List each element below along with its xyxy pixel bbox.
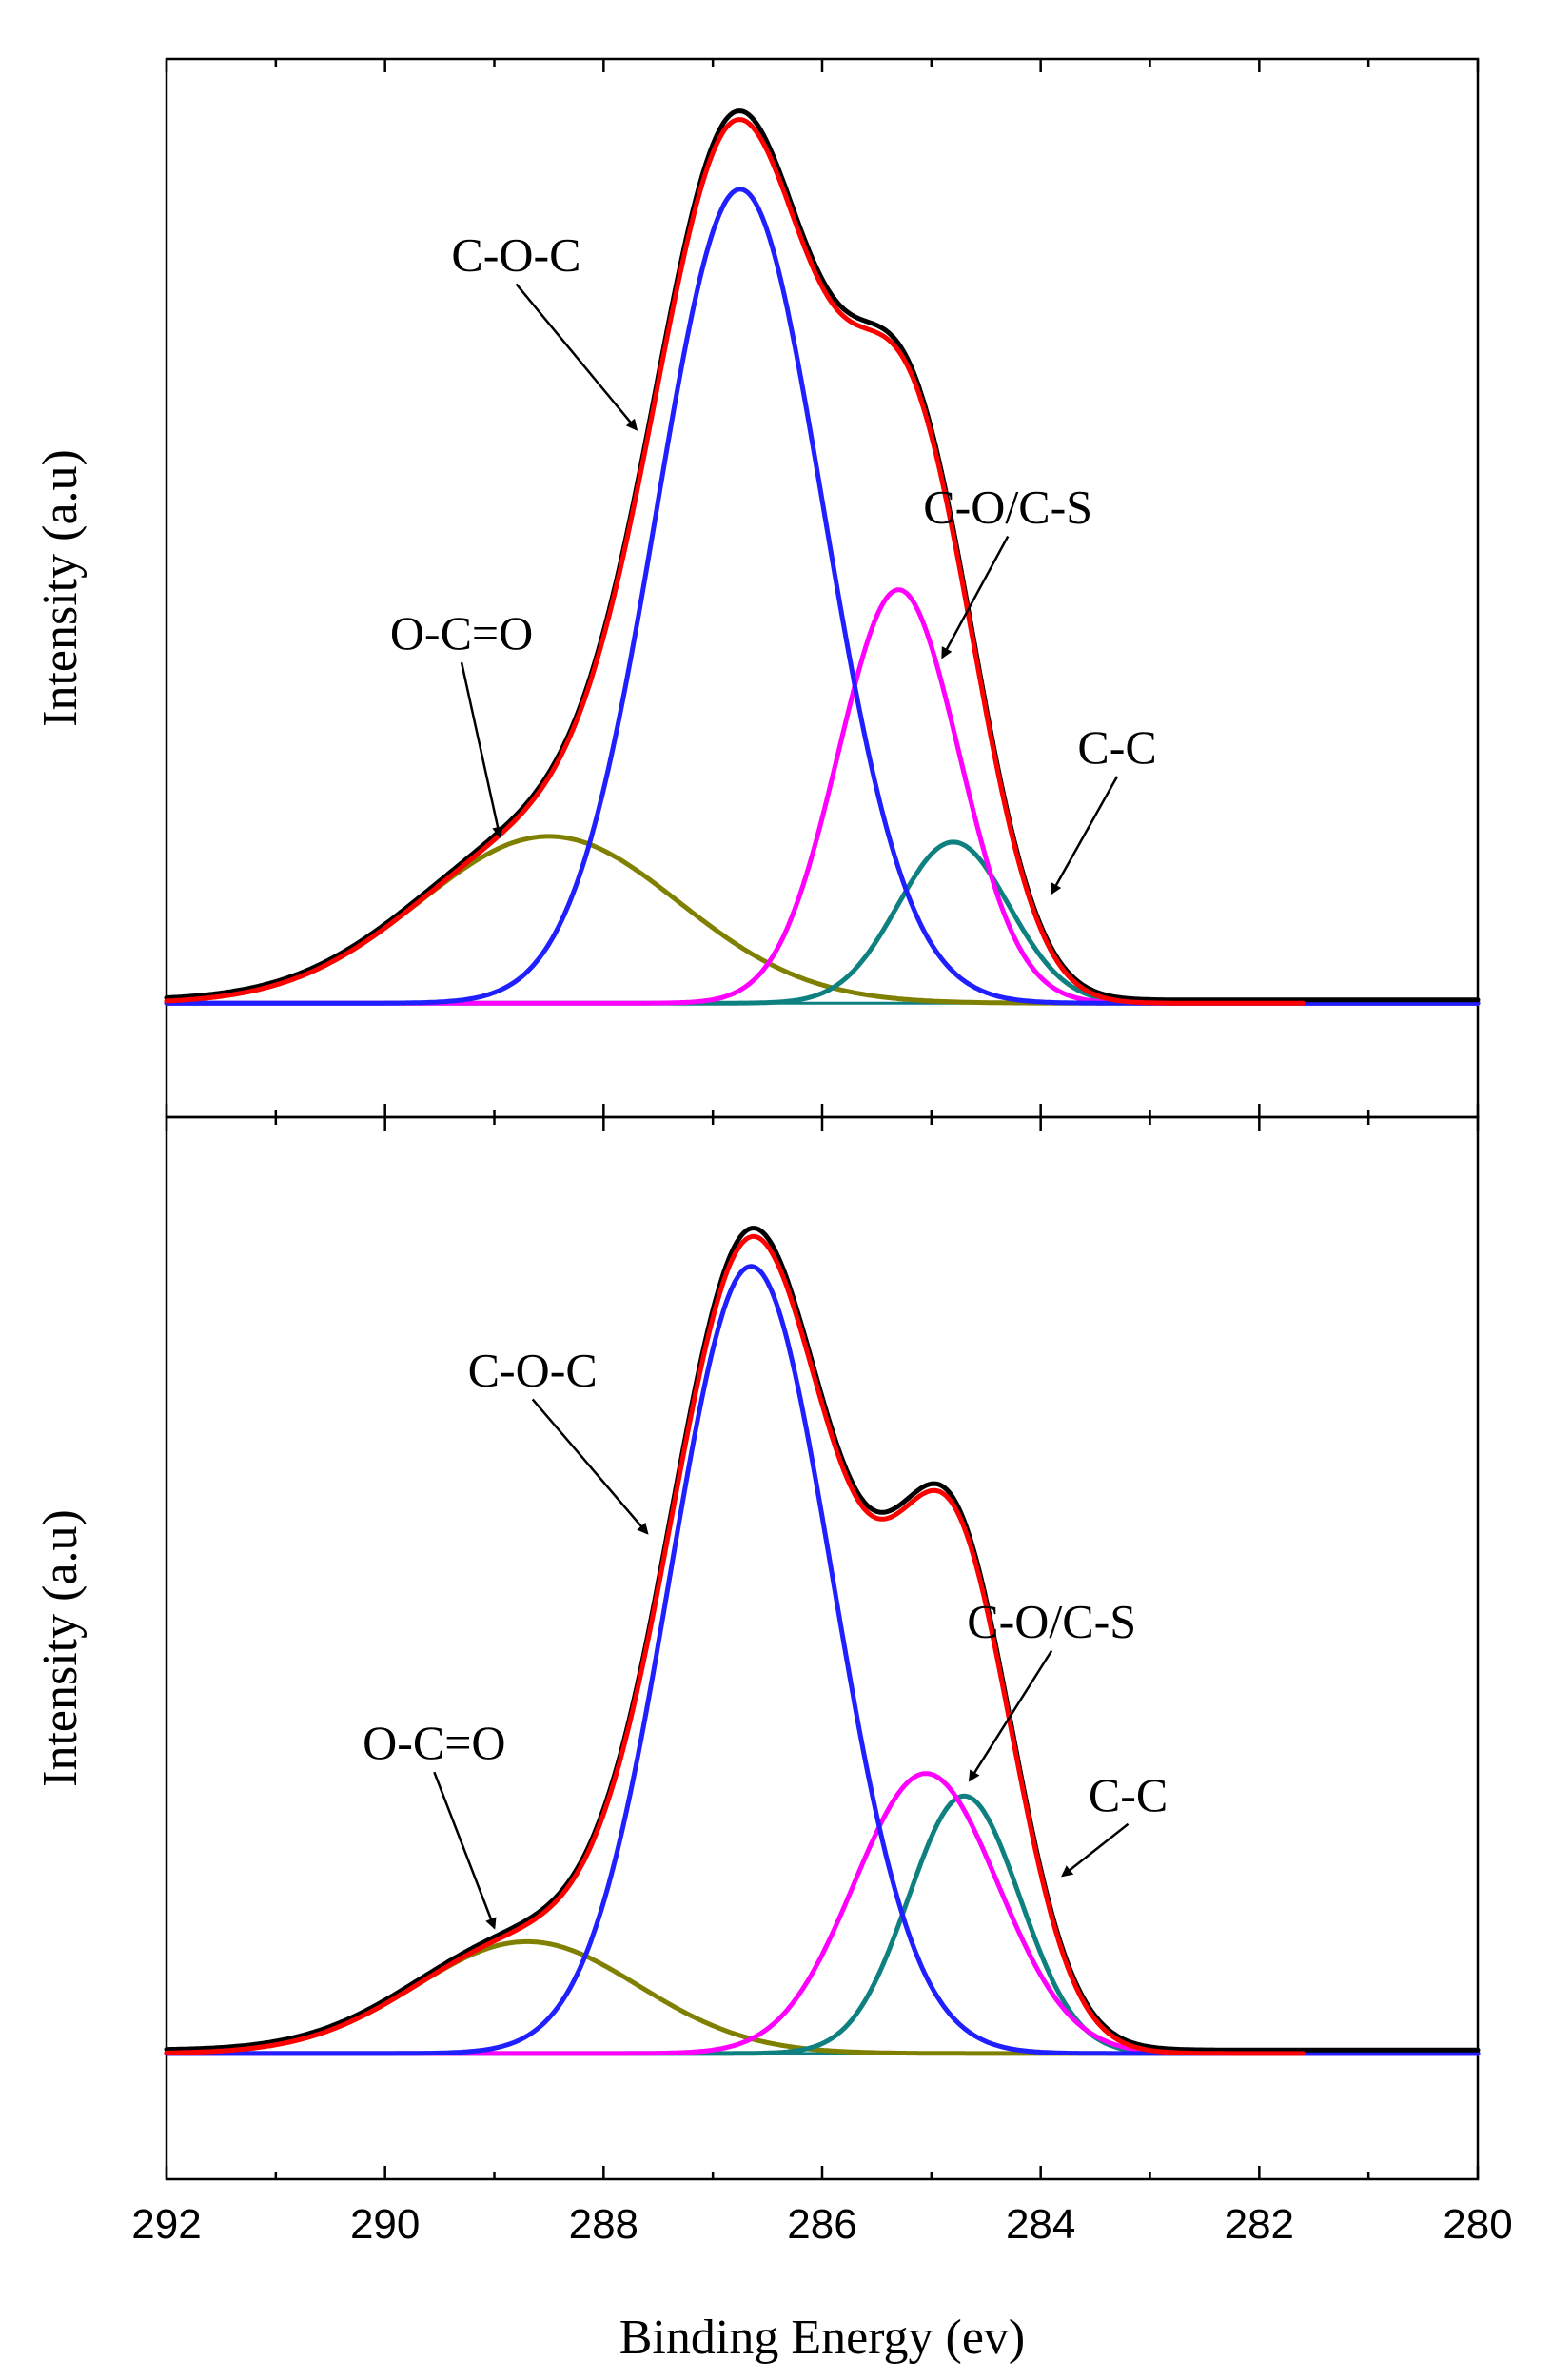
annotation-arrow bbox=[1051, 776, 1119, 895]
envelope-curve bbox=[164, 117, 1306, 1006]
x-tick-label: 292 bbox=[131, 2201, 201, 2248]
annotation-arrow bbox=[515, 283, 638, 431]
annotation-label: O-C=O bbox=[390, 606, 533, 659]
x-tick-label: 284 bbox=[1006, 2201, 1075, 2248]
annotation-label: C-O/C-S bbox=[923, 481, 1092, 534]
top-y-axis-title: Intensity (a.u) bbox=[33, 449, 88, 727]
annotation-label: C-C bbox=[1077, 720, 1156, 774]
annotation-arrow bbox=[433, 1771, 497, 1930]
x-tick-label: 280 bbox=[1443, 2201, 1512, 2248]
experimental-curve bbox=[164, 1226, 1481, 2053]
annotation-label: C-O-C bbox=[468, 1343, 598, 1396]
top-panel-plot: C-O-C C-O/C-S O-C=O C-C bbox=[164, 108, 1481, 1006]
x-axis-ticks bbox=[165, 59, 1480, 2179]
annotation-arrow bbox=[1061, 1822, 1130, 1878]
peak-o-c-o bbox=[164, 834, 1481, 1006]
top-panel-frame bbox=[165, 57, 1480, 1119]
bottom-panel-frame bbox=[165, 1115, 1480, 2181]
x-tick-label: 288 bbox=[569, 2201, 638, 2248]
x-axis-title: Binding Energy (ev) bbox=[619, 2311, 1026, 2365]
annotation-label: C-O-C bbox=[451, 227, 580, 281]
peak-c-o-c bbox=[164, 1264, 1481, 2056]
x-tick-label: 290 bbox=[350, 2201, 420, 2248]
x-tick-label: 282 bbox=[1225, 2201, 1294, 2248]
annotation-label: C-O/C-S bbox=[967, 1595, 1136, 1648]
annotation-label: C-C bbox=[1089, 1768, 1168, 1821]
annotation-label: O-C=O bbox=[363, 1716, 505, 1769]
experimental-curve bbox=[164, 108, 1481, 1003]
annotation-arrow bbox=[968, 1649, 1053, 1782]
bottom-y-axis-title: Intensity (a.u) bbox=[33, 1509, 88, 1787]
bottom-panel-plot: C-O-C C-O/C-S O-C=O C-C bbox=[164, 1226, 1481, 2056]
annotation-arrow bbox=[941, 535, 1010, 659]
x-axis-tick-labels: 292 290 288 286 284 282 280 bbox=[131, 2201, 1512, 2248]
peak-c-c bbox=[164, 839, 1481, 1006]
annotation-arrow bbox=[531, 1398, 649, 1535]
annotation-arrow bbox=[460, 661, 503, 838]
x-tick-label: 286 bbox=[787, 2201, 856, 2248]
peak-c-o-c bbox=[164, 187, 1481, 1006]
envelope-curve bbox=[164, 1233, 1306, 2056]
